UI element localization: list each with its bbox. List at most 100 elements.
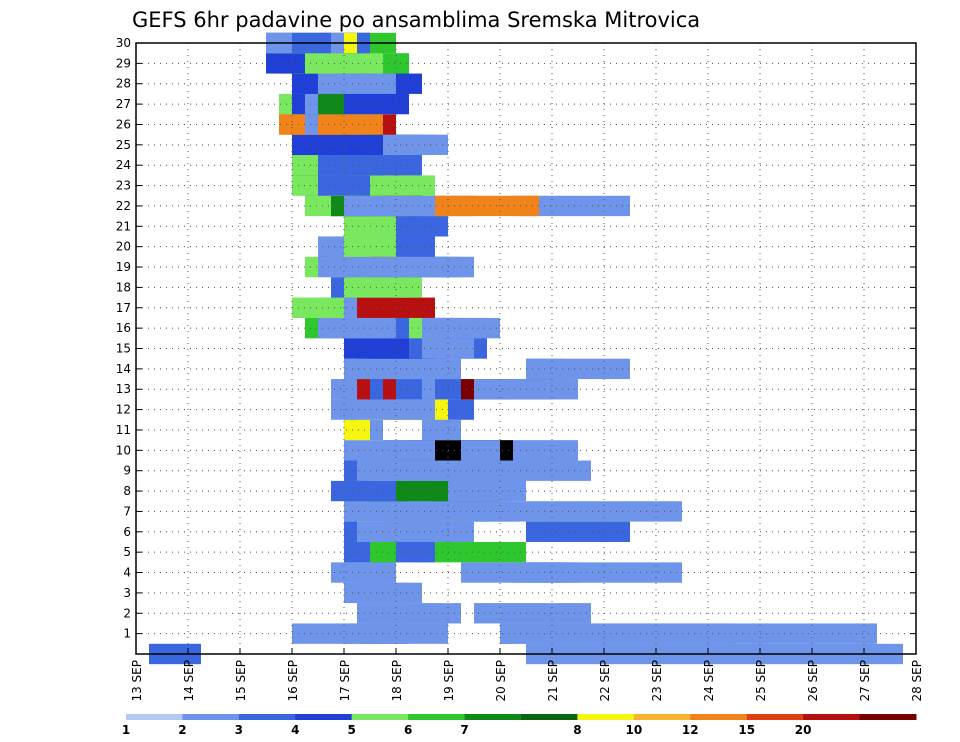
heatmap-cell <box>383 480 448 502</box>
grid-lines <box>136 42 916 654</box>
x-tick-label: 20 SEP <box>494 660 508 702</box>
x-tick-label: 23 SEP <box>650 660 664 702</box>
x-tick-label: 16 SEP <box>286 660 300 702</box>
colorbar-swatch <box>746 714 804 720</box>
y-tick-label: 7 <box>123 504 131 518</box>
x-tick-label: 21 SEP <box>546 660 560 702</box>
heatmap-cell <box>357 460 474 481</box>
x-tick-label: 28 SEP <box>910 660 924 702</box>
colorbar-swatch <box>577 714 635 720</box>
x-tick-label: 17 SEP <box>338 660 352 702</box>
heatmap-cell <box>292 134 383 156</box>
y-tick-label: 18 <box>116 280 131 294</box>
heatmap-cell <box>383 582 422 604</box>
heatmap-cell <box>396 236 435 257</box>
y-tick-label: 17 <box>116 301 131 315</box>
y-tick-label: 8 <box>123 484 131 498</box>
heatmap-cell <box>435 195 539 217</box>
y-tick-label: 10 <box>116 443 131 457</box>
heatmap-cell <box>422 379 435 400</box>
x-tick-label: 19 SEP <box>442 660 456 702</box>
x-tick-label: 25 SEP <box>754 660 768 702</box>
y-tick-label: 20 <box>116 240 131 254</box>
x-tick-label: 26 SEP <box>806 660 820 702</box>
colorbar-swatch <box>408 714 466 720</box>
heatmap-cell <box>331 379 357 400</box>
x-tick-label: 13 SEP <box>130 660 144 702</box>
y-tick-label: 14 <box>116 362 131 376</box>
heatmap-cell <box>513 195 630 217</box>
colorbar-swatch <box>521 714 578 720</box>
heatmap-cell <box>344 358 461 380</box>
y-tick-label: 16 <box>116 321 131 335</box>
heatmap-cell <box>500 562 682 583</box>
colorbar-label: 5 <box>348 723 356 737</box>
y-tick-label: 4 <box>123 566 131 580</box>
y-tick-label: 27 <box>116 97 131 111</box>
heatmap-cell <box>461 440 500 461</box>
chart-title: GEFS 6hr padavine po ansamblima Sremska … <box>132 8 700 32</box>
colorbar-label: 2 <box>178 723 186 737</box>
heatmap-cell <box>526 358 630 380</box>
colorbar-label: 12 <box>682 723 699 737</box>
heatmap-cell <box>422 419 461 441</box>
y-tick-label: 11 <box>116 423 131 437</box>
heatmap-cell <box>318 256 461 278</box>
heatmap-cell <box>292 297 331 318</box>
colorbar-label: 3 <box>235 723 243 737</box>
heatmap-cell <box>305 175 370 196</box>
heatmap-cell <box>331 480 396 502</box>
heatmap-cell <box>383 521 409 542</box>
colorbar-swatch <box>803 714 861 720</box>
colorbar-swatch <box>126 714 183 720</box>
heatmap-cell <box>344 501 461 522</box>
heatmap-cell <box>344 521 357 542</box>
y-tick-label: 5 <box>123 545 131 559</box>
y-tick-label: 22 <box>116 199 131 213</box>
colorbar-swatch <box>633 714 691 720</box>
heatmap-cell <box>279 114 383 135</box>
y-tick-label: 30 <box>116 36 131 50</box>
heatmap-cell <box>461 562 500 583</box>
heatmap-cell <box>305 114 318 135</box>
heatmap-cell <box>318 73 396 94</box>
heatmap-cell <box>409 338 422 359</box>
heatmap-cell <box>344 236 370 257</box>
heatmap-cell <box>422 216 448 237</box>
y-tick-label: 12 <box>116 403 131 417</box>
heatmap-cell <box>357 603 461 624</box>
y-tick-label: 21 <box>116 219 131 233</box>
y-tick-label: 24 <box>116 158 131 172</box>
colorbar-label: 8 <box>573 723 581 737</box>
y-tick-label: 28 <box>116 77 131 91</box>
heatmap-cells <box>149 32 903 665</box>
colorbar-swatch <box>464 714 522 720</box>
colorbar-swatch <box>690 714 748 720</box>
x-tick-label: 18 SEP <box>390 660 404 702</box>
heatmap-cell <box>370 623 448 644</box>
y-tick-label: 15 <box>116 342 131 356</box>
y-tick-label: 13 <box>116 382 131 396</box>
x-tick-label: 15 SEP <box>234 660 248 702</box>
heatmap-cell <box>344 440 435 461</box>
colorbar-swatch <box>295 714 353 720</box>
y-tick-label: 29 <box>116 56 131 70</box>
y-tick-label: 2 <box>123 606 131 620</box>
colorbar-swatch <box>238 714 296 720</box>
colorbar-swatch <box>859 714 917 720</box>
heatmap-cell <box>318 93 344 115</box>
x-tick-label: 22 SEP <box>598 660 612 702</box>
x-tick-label: 27 SEP <box>858 660 872 702</box>
colorbar-label: 10 <box>626 723 643 737</box>
colorbar: 1 2 3 4 5 6 7 8 10 12 15 20 <box>122 714 917 737</box>
y-tick-label: 9 <box>123 464 131 478</box>
colorbar-label: 4 <box>291 723 299 737</box>
heatmap-cell <box>513 440 578 461</box>
y-tick-label: 19 <box>116 260 131 274</box>
heatmap-cell <box>409 541 526 563</box>
y-axis: 1234567891011121314151617181920212223242… <box>116 36 916 641</box>
y-tick-label: 26 <box>116 117 131 131</box>
colorbar-swatch <box>351 714 409 720</box>
colorbar-label: 1 <box>122 723 130 737</box>
